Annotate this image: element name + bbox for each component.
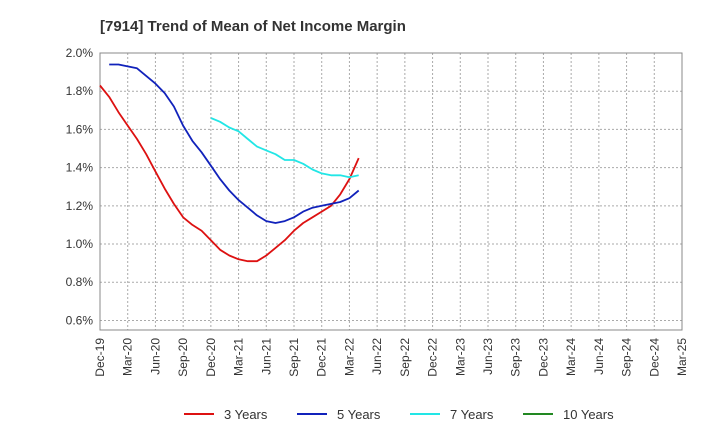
series-lines <box>99 63 360 263</box>
x-tick-label: Dec-22 <box>426 338 440 377</box>
legend: 3 Years 5 Years 7 Years 10 Years <box>184 407 614 422</box>
x-tick-label: Sep-20 <box>176 338 190 377</box>
x-tick-label: Jun-22 <box>370 338 384 375</box>
x-tick-label: Mar-25 <box>675 338 689 376</box>
y-tick-label: 1.4% <box>66 161 94 175</box>
x-tick-label: Mar-24 <box>564 338 578 376</box>
y-tick-label: 1.2% <box>66 199 94 213</box>
x-tick-label: Dec-20 <box>204 338 218 377</box>
x-tick-label: Mar-21 <box>232 338 246 376</box>
x-tick-label: Sep-23 <box>509 338 523 377</box>
y-tick-label: 0.6% <box>66 313 94 327</box>
y-tick-label: 2.0% <box>66 46 94 60</box>
y-tick-label: 1.6% <box>66 122 94 136</box>
x-tick-label: Dec-19 <box>93 338 107 377</box>
series-line <box>109 63 360 224</box>
legend-label: 5 Years <box>337 407 381 422</box>
x-tick-label: Sep-24 <box>620 338 634 377</box>
plot-frame <box>99 52 683 331</box>
legend-label: 3 Years <box>224 407 268 422</box>
x-tick-label: Jun-23 <box>481 338 495 375</box>
series-line <box>99 84 360 263</box>
y-tick-label: 1.8% <box>66 84 94 98</box>
x-axis: Dec-19 Mar-20 Jun-20 Sep-20 Dec-20 Mar-21 Jun-… <box>93 338 689 377</box>
y-axis: 0.6% 0.8% 1.0% 1.2% 1.4% 1.6% 1.8% 2.0% <box>66 46 94 327</box>
x-tick-label: Sep-21 <box>287 338 301 377</box>
legend-label: 10 Years <box>563 407 614 422</box>
y-tick-label: 0.8% <box>66 275 94 289</box>
x-tick-label: Mar-23 <box>453 338 467 376</box>
x-tick-label: Jun-20 <box>148 338 162 375</box>
x-tick-label: Dec-23 <box>536 338 550 377</box>
x-tick-label: Dec-24 <box>647 338 661 377</box>
x-tick-label: Dec-21 <box>315 338 329 377</box>
legend-label: 7 Years <box>450 407 494 422</box>
x-tick-label: Mar-22 <box>342 338 356 376</box>
series-line <box>210 117 359 179</box>
grid-lines <box>100 52 682 330</box>
x-tick-label: Jun-21 <box>259 338 273 375</box>
x-tick-label: Sep-22 <box>398 338 412 377</box>
chart-title: [7914] Trend of Mean of Net Income Margi… <box>100 18 406 35</box>
x-tick-label: Jun-24 <box>592 338 606 375</box>
y-tick-label: 1.0% <box>66 237 94 251</box>
x-tick-label: Mar-20 <box>121 338 135 376</box>
